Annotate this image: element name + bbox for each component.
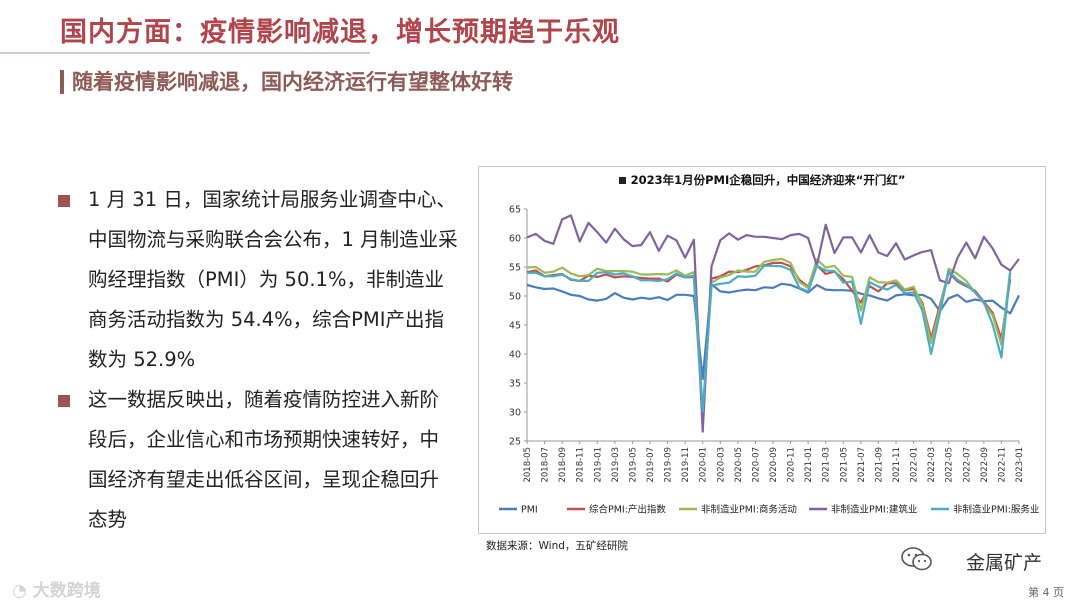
- y-tick-label: 30: [509, 408, 521, 419]
- x-tick-label: 2020-11: [787, 447, 797, 483]
- x-tick-label: 2022-05: [945, 447, 955, 483]
- series-line: [526, 282, 1020, 380]
- y-tick-label: 60: [509, 234, 521, 245]
- x-tick-label: 2020-09: [769, 447, 779, 483]
- x-tick-label: 2018-07: [541, 447, 551, 483]
- y-tick-label: 25: [509, 437, 521, 448]
- x-tick-label: 2018-05: [523, 447, 533, 483]
- x-tick-label: 2021-07: [857, 447, 867, 483]
- x-tick-label: 2022-07: [962, 447, 972, 483]
- x-tick-label: 2018-09: [558, 447, 568, 483]
- x-tick-label: 2019-05: [628, 447, 638, 483]
- x-tick-label: 2019-03: [611, 447, 621, 483]
- page-title: 国内方面：疫情影响减退，增长预期趋于乐观: [60, 17, 620, 48]
- subtitle-accent-bar: [60, 70, 64, 94]
- chart-title-text: 2023年1月份PMI企稳回升，中国经济迎来“开门红”: [630, 173, 906, 187]
- pmi-chart: 2023年1月份PMI企稳回升，中国经济迎来“开门红” 25 30 35 40 45 50…: [478, 166, 1046, 534]
- x-tick-label: 2019-09: [664, 447, 674, 483]
- series-line: [527, 264, 1012, 413]
- y-tick-label: 35: [509, 379, 521, 390]
- x-tick-label: 2018-11: [576, 447, 586, 483]
- y-tick-label: 45: [509, 321, 521, 332]
- bullet-item: 这一数据反映出，随着疫情防控进入新阶段后，企业信心和市场预期快速转好，中国经济有…: [58, 380, 458, 540]
- logo-icon: ◔: [12, 581, 33, 601]
- x-tick-label: 2022-03: [927, 447, 937, 483]
- x-tick-label: 2019-07: [646, 447, 656, 483]
- y-tick-label: 55: [509, 263, 521, 274]
- chart-title-square-icon: [618, 177, 626, 184]
- watermark-text: 大数跨境: [32, 581, 101, 601]
- bullet-text: 1 月 31 日，国家统计局服务业调查中心、中国物流与采购联合会公布，1 月制造…: [88, 188, 458, 371]
- x-tick-label: 2021-01: [804, 447, 814, 483]
- bullet-text: 这一数据反映出，随着疫情防控进入新阶段后，企业信心和市场预期快速转好，中国经济有…: [88, 388, 440, 531]
- bullet-list: 1 月 31 日，国家统计局服务业调查中心、中国物流与采购联合会公布，1 月制造…: [58, 180, 458, 540]
- x-tick-label: 2021-05: [839, 447, 849, 483]
- brand-name: 金属矿产: [965, 552, 1042, 574]
- x-tick-label: 2020-07: [751, 447, 761, 483]
- legend-label: 非制造业PMI:建筑业: [831, 504, 917, 516]
- series-line: [526, 261, 1012, 420]
- x-tick-label: 2021-11: [892, 447, 902, 483]
- bullet-square-icon: [58, 195, 70, 207]
- x-tick-label: 2020-01: [699, 447, 709, 483]
- y-tick-label: 65: [509, 205, 521, 216]
- legend-label: 综合PMI:产出指数: [589, 504, 666, 516]
- legend-label: PMI: [521, 505, 538, 516]
- data-source: 数据来源：Wind，五矿经研院: [486, 540, 628, 552]
- x-tick-label: 2019-01: [593, 447, 603, 483]
- x-tick-label: 2021-03: [822, 447, 832, 483]
- x-tick-label: 2020-05: [734, 447, 744, 483]
- legend-label: 非制造业PMI:商务活动: [701, 504, 797, 516]
- x-tick-label: 2022-01: [910, 447, 920, 483]
- title-divider: [0, 52, 370, 54]
- x-tick-label: 2020-03: [716, 447, 726, 483]
- x-tick-label: 2021-09: [874, 447, 884, 483]
- y-tick-label: 50: [509, 292, 521, 303]
- watermark-logo: ◔ 大数跨境: [12, 576, 101, 601]
- x-tick-label: 2019-11: [681, 447, 691, 483]
- bullet-square-icon: [58, 395, 70, 407]
- wechat-icon: [901, 547, 932, 571]
- y-tick-label: 40: [509, 350, 521, 361]
- x-tick-label: 2022-09: [980, 447, 990, 483]
- bullet-item: 1 月 31 日，国家统计局服务业调查中心、中国物流与采购联合会公布，1 月制造…: [58, 180, 458, 380]
- legend-label: 非制造业PMI:服务业: [953, 504, 1039, 516]
- series-line: [526, 214, 1020, 433]
- chart-title: 2023年1月份PMI企稳回升，中国经济迎来“开门红”: [479, 172, 1045, 188]
- x-tick-label: 2023-01: [1015, 447, 1025, 483]
- x-tick-label: 2022-11: [997, 447, 1007, 483]
- page-number: 第 4 页: [1028, 586, 1064, 599]
- page-subtitle: 随着疫情影响减退，国内经济运行有望整体好转: [72, 70, 513, 94]
- series-line: [526, 257, 1012, 416]
- chart-plot-area: 25 30 35 40 45 50 55 60 65 2018-05 2018-07 2018-09 2…: [499, 205, 1039, 516]
